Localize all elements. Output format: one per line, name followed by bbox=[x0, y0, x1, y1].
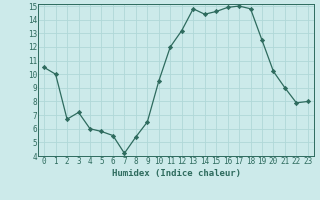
X-axis label: Humidex (Indice chaleur): Humidex (Indice chaleur) bbox=[111, 169, 241, 178]
